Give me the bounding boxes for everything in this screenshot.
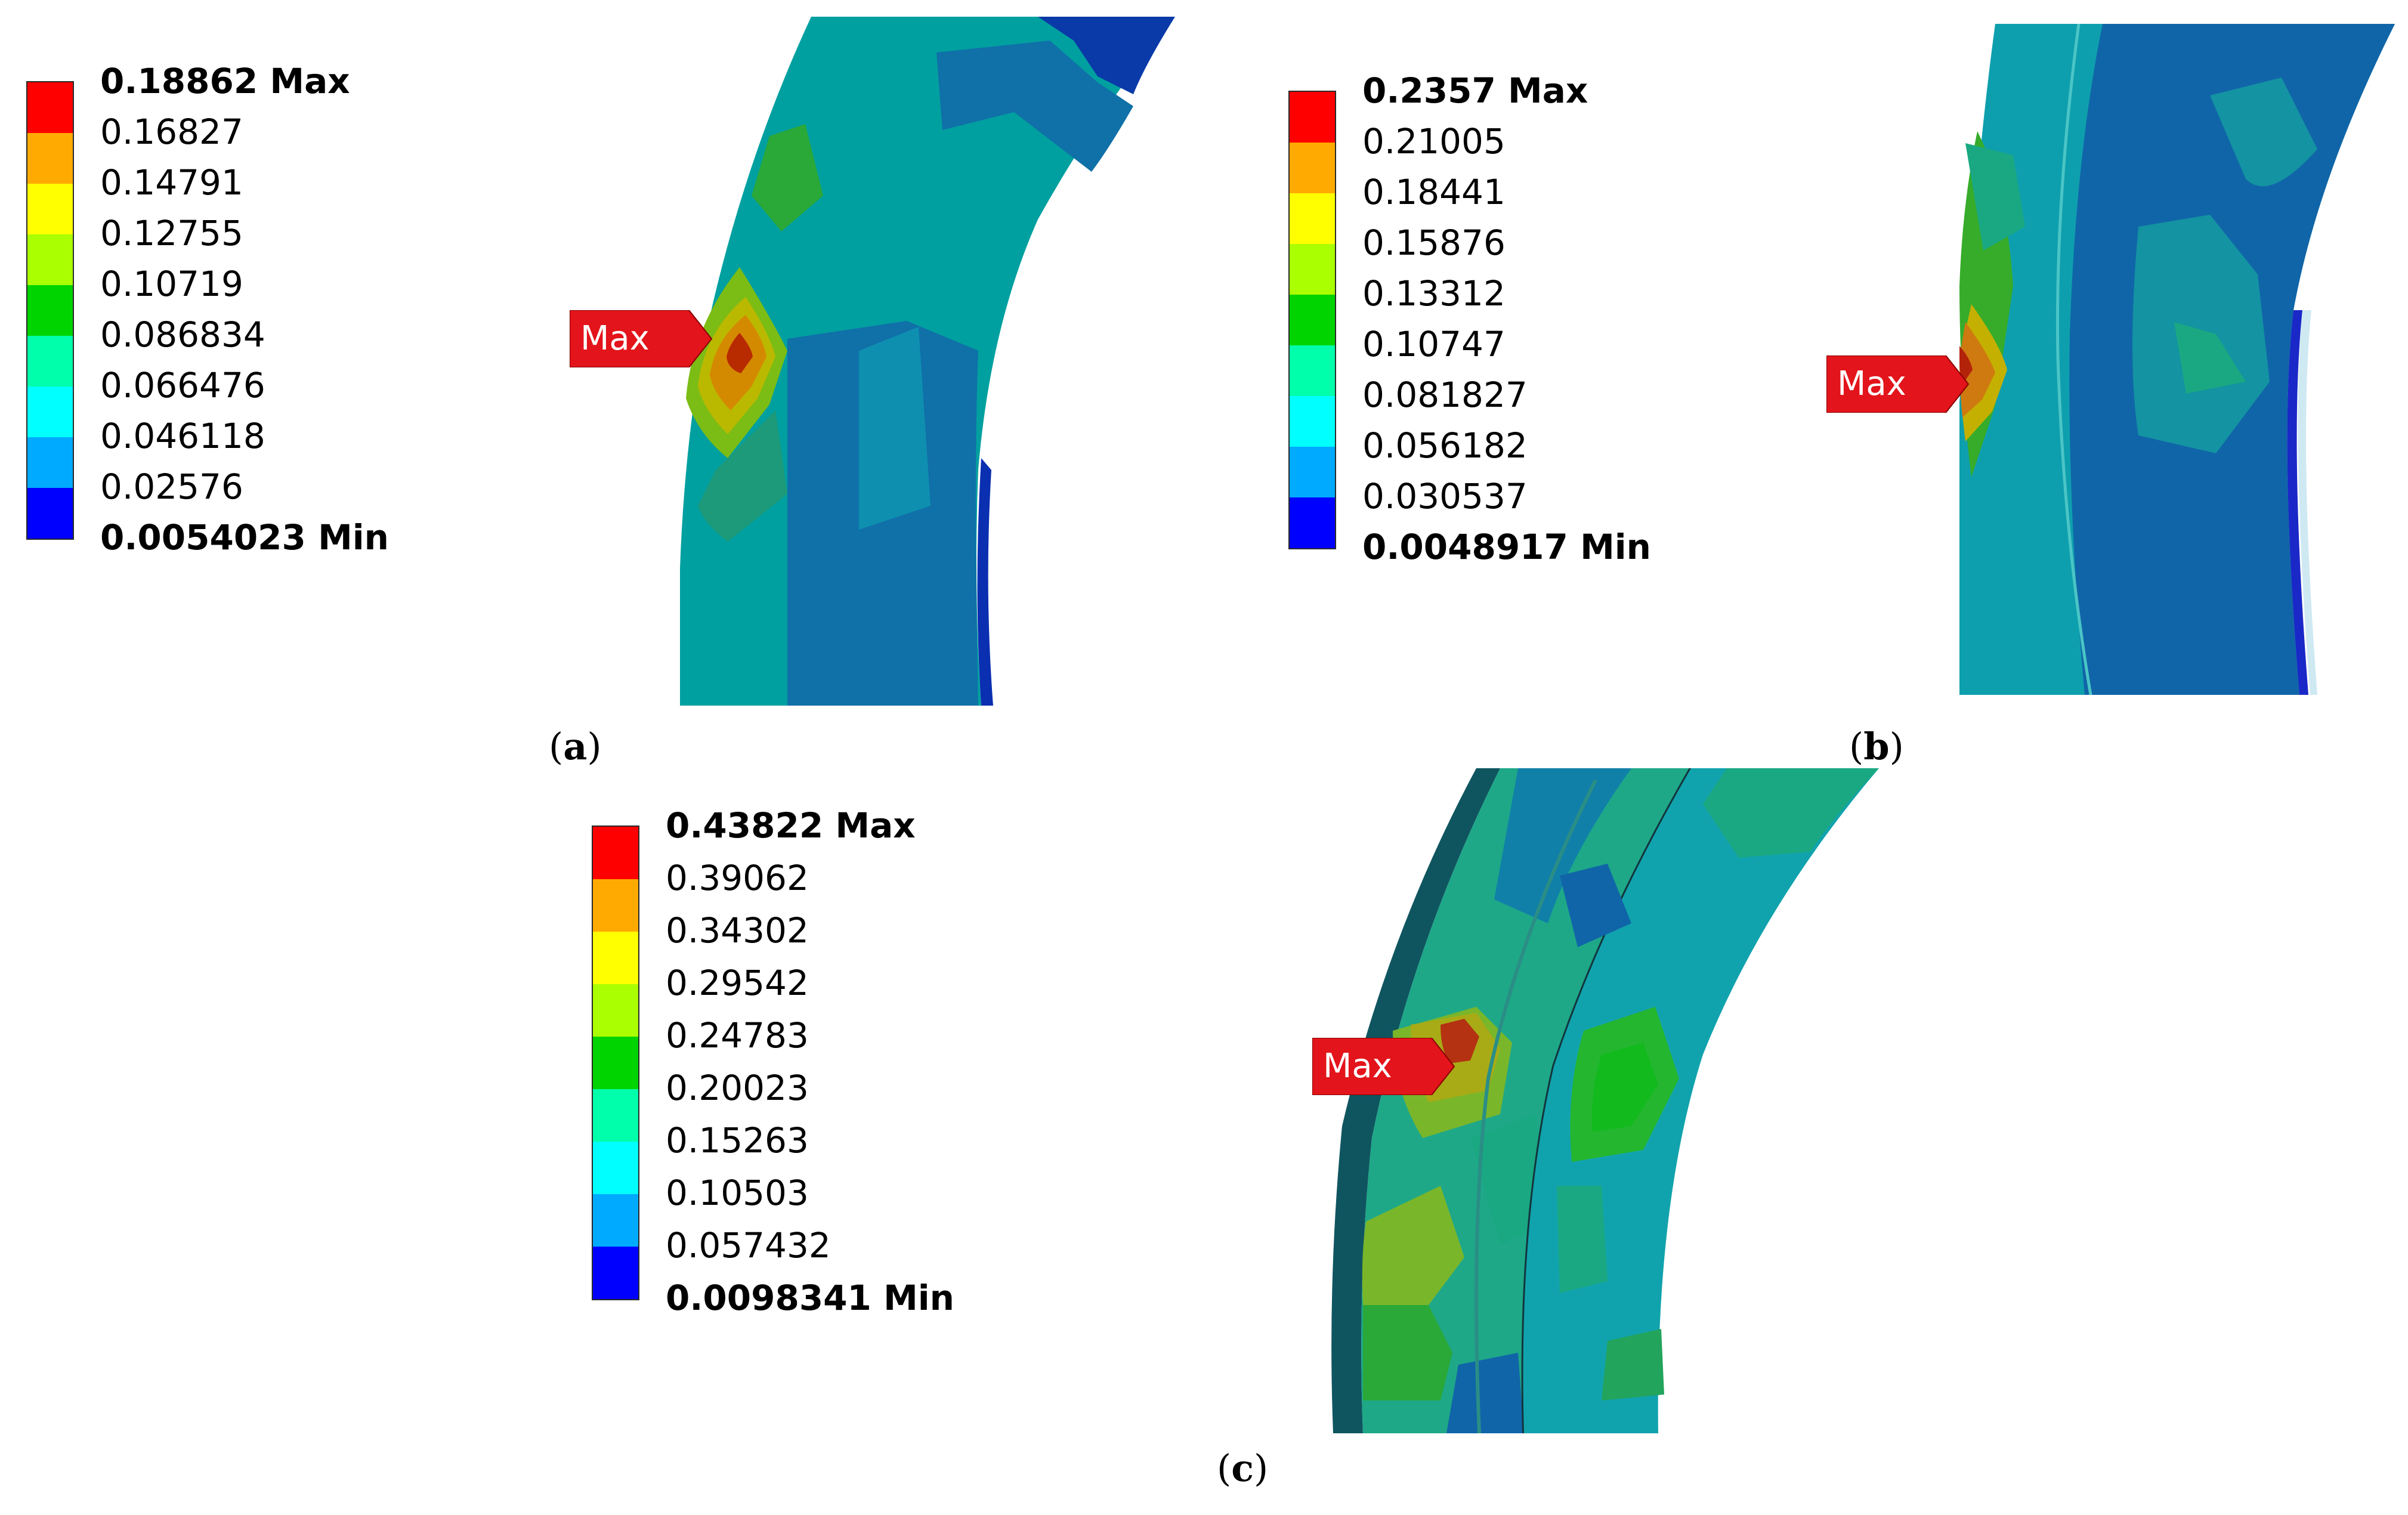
legend-label: 0.15263: [666, 1120, 809, 1161]
max-marker-label: Max: [1323, 1047, 1392, 1086]
legend-label: 0.20023: [666, 1068, 809, 1108]
legend-label: 0.24783: [666, 1015, 809, 1056]
legend-swatch: [1290, 92, 1335, 143]
legend-swatch: [27, 437, 73, 488]
legend-label: 0.030537: [1362, 476, 1528, 517]
legend-swatch: [593, 879, 638, 932]
caption-c: (c): [1217, 1446, 1269, 1490]
max-marker-a: Max: [570, 310, 713, 367]
max-marker-label: Max: [1837, 364, 1906, 403]
legend-swatch: [593, 1247, 638, 1299]
legend-swatch: [27, 82, 73, 133]
legend-label: 0.056182: [1362, 425, 1528, 466]
legend-label: 0.046118: [100, 416, 265, 456]
caption-letter: b: [1863, 725, 1890, 768]
legend-swatch: [593, 984, 638, 1037]
legend-swatch: [27, 285, 73, 336]
legend-swatch: [27, 387, 73, 437]
legend-swatch: [1290, 193, 1335, 244]
legend-swatch: [1290, 447, 1335, 497]
legend-label: 0.34302: [666, 910, 809, 951]
legend-max-label: 0.2357 Max: [1362, 70, 1588, 111]
legend-swatch: [1290, 345, 1335, 396]
caption-letter: c: [1231, 1446, 1254, 1490]
legend-label: 0.12755: [100, 213, 243, 253]
legend-label: 0.16827: [100, 112, 243, 152]
caption-letter: a: [563, 725, 588, 768]
max-marker-b: Max: [1826, 355, 1970, 413]
legend-swatch: [593, 1037, 638, 1089]
caption-b: (b): [1849, 725, 1904, 768]
legend-label: 0.14791: [100, 162, 243, 203]
caption-a: (a): [549, 725, 602, 768]
legend-swatch: [1290, 295, 1335, 345]
max-marker-c: Max: [1312, 1038, 1455, 1095]
legend-color-bar-a: [26, 81, 74, 540]
legend-label: 0.10503: [666, 1173, 809, 1213]
legend-swatch: [593, 1194, 638, 1247]
legend-label: 0.057432: [666, 1225, 831, 1266]
legend-swatch: [1290, 244, 1335, 295]
legend-label: 0.15876: [1362, 222, 1506, 263]
legend-swatch: [593, 1089, 638, 1142]
legend-color-bar-c: [592, 825, 639, 1300]
legend-swatch: [1290, 143, 1335, 193]
legend-swatch: [1290, 396, 1335, 447]
legend-color-bar-b: [1288, 91, 1336, 549]
legend-label: 0.39062: [666, 858, 809, 898]
stress-contour-c: [1321, 768, 1879, 1433]
legend-swatch: [27, 234, 73, 285]
legend-label: 0.086834: [100, 314, 265, 355]
legend-max-label: 0.43822 Max: [666, 805, 916, 846]
legend-label: 0.10747: [1362, 324, 1506, 364]
legend-label: 0.29542: [666, 963, 809, 1003]
legend-label: 0.10719: [100, 264, 243, 304]
max-marker-label: Max: [580, 319, 650, 358]
legend-swatch: [593, 932, 638, 984]
legend-swatch: [27, 184, 73, 234]
legend-min-label: 0.0098341 Min: [666, 1278, 954, 1318]
legend-max-label: 0.18862 Max: [100, 61, 350, 101]
legend-label: 0.13312: [1362, 273, 1506, 314]
stress-contour-a: [680, 17, 1175, 706]
legend-swatch: [27, 133, 73, 184]
legend-swatch: [27, 488, 73, 539]
legend-swatch: [593, 1142, 638, 1194]
legend-label: 0.02576: [100, 466, 243, 507]
legend-min-label: 0.0054023 Min: [100, 517, 389, 558]
legend-swatch: [593, 827, 638, 879]
legend-min-label: 0.0048917 Min: [1362, 527, 1651, 567]
legend-label: 0.18441: [1362, 172, 1506, 212]
legend-swatch: [1290, 497, 1335, 548]
legend-label: 0.21005: [1362, 121, 1506, 162]
legend-label: 0.066476: [100, 365, 265, 406]
legend-swatch: [27, 336, 73, 387]
legend-label: 0.081827: [1362, 375, 1528, 415]
stress-contour-b: [1959, 24, 2395, 695]
